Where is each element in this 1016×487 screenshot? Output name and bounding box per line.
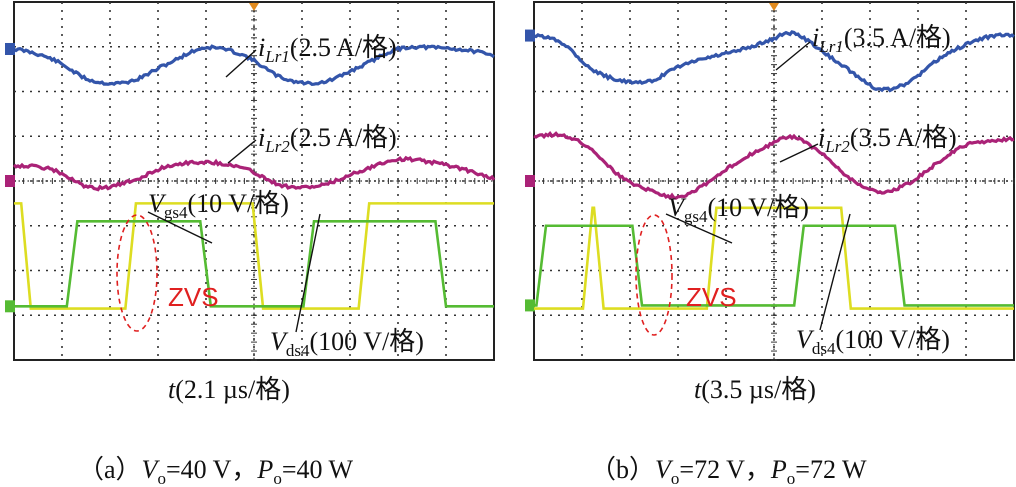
trigger-marker [769, 3, 779, 11]
scope-traces [533, 30, 1015, 310]
vds4-label: Vds4(100 V/格) [270, 327, 424, 360]
x-axis-label: t(2.1 µs/格) [168, 375, 290, 404]
zvs-ellipse [116, 214, 158, 332]
scope-grid [525, 1, 1015, 361]
trace-ilr2 [533, 131, 1015, 201]
scope-panel-a: ZVS iLr1(2.5 A/格) iLr2(2.5 A/格) Vgs4(10 … [5, 1, 496, 487]
ilr1-label: iLr1(2.5 A/格) [258, 33, 397, 66]
vgs4-label: Vgs4(10 V/格) [148, 189, 289, 222]
vgs4-leader [147, 211, 213, 244]
zvs-label: ZVS [686, 282, 737, 312]
zvs-ellipse [635, 214, 673, 336]
caption: （a）Vo=40 V，Po=40 W [78, 455, 354, 487]
ilr2-leader [227, 139, 257, 164]
ilr2-label: iLr2(2.5 A/格) [258, 123, 397, 156]
ilr1-leader [775, 41, 811, 71]
trace-ilr1 [533, 30, 1015, 93]
trace-ilr2 [12, 155, 496, 192]
trace-vgs4 [14, 219, 494, 308]
trace-vds4 [14, 202, 494, 310]
trigger-marker [249, 3, 259, 11]
ilr1-label: iLr1(3.5 A/格) [812, 23, 951, 56]
ch2-marker [525, 175, 535, 187]
ch3-marker [525, 299, 535, 312]
vds4-leader [819, 213, 851, 331]
trace-vds4 [534, 206, 1014, 310]
vgs4-label: Vgs4(10 V/格) [668, 193, 809, 226]
ilr1-leader [225, 49, 257, 78]
scope-traces [12, 44, 496, 310]
scope-panel-b: ZVS iLr1(3.5 A/格) iLr2(3.5 A/格) Vgs4(10 … [525, 1, 1015, 487]
ch1-marker [525, 29, 535, 42]
vgs4-leader [665, 213, 733, 244]
ch3-marker [5, 300, 15, 313]
x-axis-label: t(3.5 µs/格) [694, 375, 816, 404]
trace-ilr1 [13, 44, 495, 87]
caption: （b）Vo=72 V，Po=72 W [590, 455, 867, 487]
vds4-leader [295, 213, 321, 333]
ch2-marker [5, 175, 15, 187]
ch1-marker [5, 42, 15, 55]
ilr2-leader [779, 143, 819, 163]
zvs-label: ZVS [168, 282, 219, 312]
trace-vgs4 [534, 224, 1014, 307]
vds4-label: Vds4(100 V/格) [796, 325, 950, 358]
ilr2-label: iLr2(3.5 A/格) [818, 123, 957, 156]
